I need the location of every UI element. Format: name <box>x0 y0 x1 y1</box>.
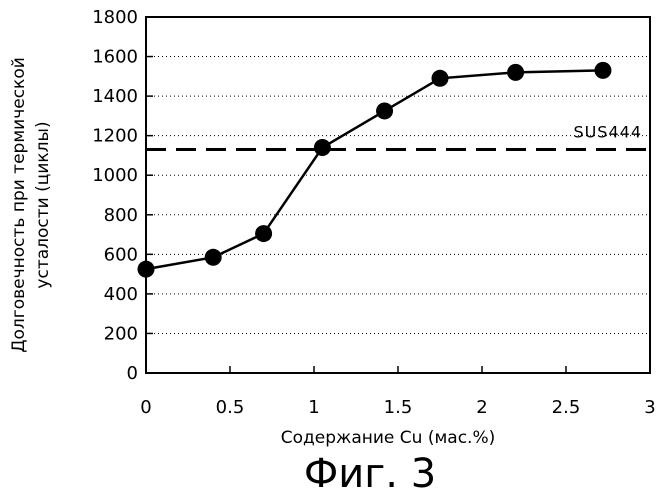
series-line-0 <box>146 70 603 269</box>
y-axis-label-line-0: Долговечность при термической <box>9 57 29 353</box>
x-tick-label-6: 3 <box>644 397 655 418</box>
y-tick-label-6: 1200 <box>92 126 138 147</box>
data-point-0-4 <box>376 102 393 119</box>
y-tick-label-3: 600 <box>104 244 138 265</box>
data-point-0-3 <box>314 139 331 156</box>
series-group <box>138 62 612 278</box>
tick-labels: 0 200 400 600 800 1000 1200 1400 1600 1800 0 0.5 1 1.… <box>92 7 656 418</box>
y-tick-label-0: 0 <box>127 363 138 384</box>
y-tick-label-8: 1600 <box>92 47 138 68</box>
x-tick-label-3: 1.5 <box>384 397 413 418</box>
x-tick-label-1: 0.5 <box>216 397 245 418</box>
y-axis-label-line-1: усталости (циклы) <box>33 121 53 288</box>
y-tick-label-5: 1000 <box>92 165 138 186</box>
gridlines <box>146 57 650 334</box>
data-point-0-0 <box>138 261 155 278</box>
y-tick-label-1: 200 <box>104 323 138 344</box>
x-axis-label: Содержание Cu (мас.%) <box>281 428 496 448</box>
data-point-0-5 <box>432 70 449 87</box>
reference-line-label: SUS444 <box>573 123 642 142</box>
data-point-0-1 <box>205 249 222 266</box>
y-tick-label-4: 800 <box>104 205 138 226</box>
data-point-0-6 <box>507 64 524 81</box>
y-axis-label: Долговечность при термическойусталости (… <box>9 57 53 353</box>
x-tick-label-4: 2 <box>476 397 487 418</box>
x-tick-label-0: 0 <box>140 397 151 418</box>
x-tick-label-5: 2.5 <box>552 397 581 418</box>
x-tick-label-2: 1 <box>308 397 319 418</box>
figure-caption: Фиг. 3 <box>304 451 436 497</box>
y-tick-label-9: 1800 <box>92 7 138 28</box>
data-point-0-7 <box>594 62 611 79</box>
y-tick-label-7: 1400 <box>92 86 138 107</box>
y-tick-label-2: 400 <box>104 284 138 305</box>
data-point-0-2 <box>255 225 272 242</box>
